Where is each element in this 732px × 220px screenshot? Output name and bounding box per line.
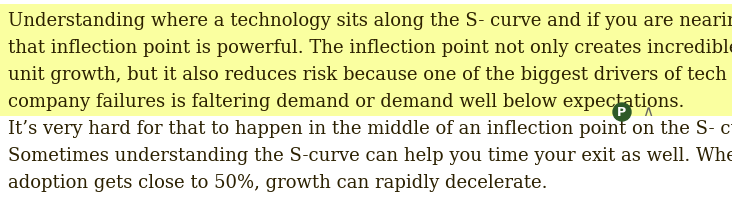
Text: that inflection point is powerful. The inflection point not only creates incredi: that inflection point is powerful. The i… [8, 39, 732, 57]
Circle shape [613, 103, 631, 121]
Text: Sometimes understanding the S-curve can help you time your exit as well. When: Sometimes understanding the S-curve can … [8, 147, 732, 165]
Text: company failures is faltering demand or demand well below expectations.: company failures is faltering demand or … [8, 93, 684, 111]
Text: unit growth, but it also reduces risk because one of the biggest drivers of tech: unit growth, but it also reduces risk be… [8, 66, 727, 84]
FancyBboxPatch shape [0, 4, 732, 116]
Text: adoption gets close to 50%, growth can rapidly decelerate.: adoption gets close to 50%, growth can r… [8, 174, 548, 192]
Text: Understanding where a technology sits along the S- curve and if you are nearing: Understanding where a technology sits al… [8, 12, 732, 30]
Text: It’s very hard for that to happen in the middle of an inflection point on the S-: It’s very hard for that to happen in the… [8, 120, 732, 138]
Text: ∧: ∧ [642, 104, 653, 119]
Text: P: P [617, 106, 627, 119]
